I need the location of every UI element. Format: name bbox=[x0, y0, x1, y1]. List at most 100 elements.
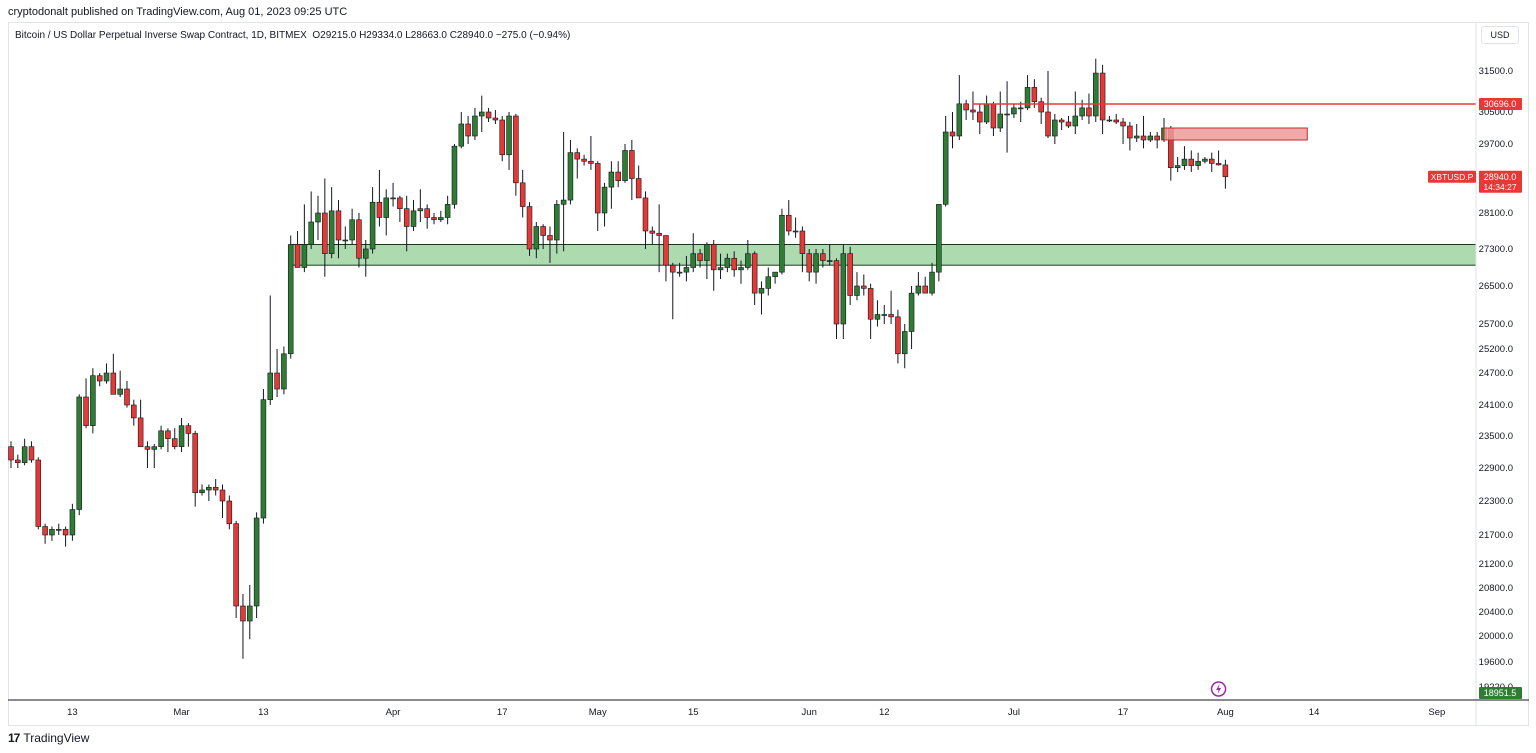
candle[interactable] bbox=[158, 425, 164, 450]
candle[interactable] bbox=[1024, 75, 1031, 110]
candle[interactable] bbox=[936, 204, 942, 282]
candle[interactable] bbox=[438, 210, 444, 222]
candle[interactable] bbox=[137, 399, 144, 447]
candle[interactable] bbox=[820, 249, 826, 268]
candle[interactable] bbox=[1038, 97, 1044, 124]
candle[interactable] bbox=[410, 200, 417, 231]
candle[interactable] bbox=[1099, 64, 1106, 134]
candle[interactable] bbox=[799, 226, 806, 273]
candle[interactable] bbox=[567, 140, 574, 205]
candle[interactable] bbox=[417, 189, 424, 222]
candle[interactable] bbox=[861, 274, 867, 296]
lightning-event-icon[interactable] bbox=[1210, 681, 1227, 697]
candle[interactable] bbox=[888, 290, 894, 324]
candle[interactable] bbox=[69, 503, 76, 541]
candle[interactable] bbox=[1127, 122, 1133, 151]
candle[interactable] bbox=[519, 169, 526, 218]
candle[interactable] bbox=[765, 267, 772, 296]
candle[interactable] bbox=[745, 240, 751, 270]
candle[interactable] bbox=[458, 112, 465, 149]
candle[interactable] bbox=[724, 253, 731, 273]
candle[interactable] bbox=[62, 526, 69, 547]
candle[interactable] bbox=[322, 178, 328, 277]
candle[interactable] bbox=[656, 204, 662, 273]
candle[interactable] bbox=[588, 136, 594, 170]
candle[interactable] bbox=[1188, 150, 1195, 173]
candle[interactable] bbox=[970, 91, 976, 121]
candle[interactable] bbox=[1174, 156, 1181, 173]
candle[interactable] bbox=[738, 260, 744, 284]
candle[interactable] bbox=[485, 107, 492, 122]
candle[interactable] bbox=[35, 457, 42, 530]
candle[interactable] bbox=[581, 154, 587, 166]
candle[interactable] bbox=[649, 226, 656, 245]
candle[interactable] bbox=[1058, 118, 1065, 130]
candle[interactable] bbox=[554, 200, 560, 254]
candle[interactable] bbox=[779, 208, 785, 275]
candle[interactable] bbox=[663, 235, 669, 282]
candle[interactable] bbox=[908, 286, 915, 349]
candle[interactable] bbox=[465, 116, 471, 144]
candle[interactable] bbox=[478, 95, 485, 132]
candle[interactable] bbox=[513, 114, 519, 196]
candle[interactable] bbox=[683, 255, 690, 282]
candle[interactable] bbox=[901, 324, 908, 369]
candle[interactable] bbox=[1133, 124, 1140, 142]
candle[interactable] bbox=[826, 244, 833, 266]
candle[interactable] bbox=[492, 109, 499, 124]
candle[interactable] bbox=[929, 262, 935, 296]
candle[interactable] bbox=[390, 182, 396, 207]
candle[interactable] bbox=[731, 251, 737, 277]
candle[interactable] bbox=[676, 262, 683, 277]
candle[interactable] bbox=[431, 213, 437, 225]
candle[interactable] bbox=[1052, 114, 1058, 144]
candle[interactable] bbox=[274, 349, 280, 397]
candle[interactable] bbox=[874, 300, 881, 327]
candle[interactable] bbox=[533, 222, 540, 259]
candle[interactable] bbox=[96, 373, 103, 387]
candle[interactable] bbox=[1154, 132, 1160, 149]
candle[interactable] bbox=[1222, 159, 1229, 189]
candle[interactable] bbox=[854, 272, 860, 301]
candle[interactable] bbox=[997, 91, 1004, 133]
candle[interactable] bbox=[1202, 156, 1208, 164]
candle[interactable] bbox=[83, 378, 89, 429]
candle[interactable] bbox=[1208, 152, 1215, 173]
candle[interactable] bbox=[1004, 81, 1010, 153]
candle[interactable] bbox=[833, 258, 840, 339]
candle[interactable] bbox=[131, 399, 137, 426]
candle[interactable] bbox=[294, 231, 301, 268]
candle[interactable] bbox=[710, 240, 717, 291]
supply-zone-box[interactable] bbox=[1163, 127, 1308, 141]
candle[interactable] bbox=[806, 249, 812, 282]
candle[interactable] bbox=[342, 226, 349, 250]
currency-button[interactable]: USD bbox=[1481, 26, 1519, 44]
candle[interactable] bbox=[42, 523, 48, 544]
candle[interactable] bbox=[233, 520, 239, 618]
candle[interactable] bbox=[1147, 132, 1154, 142]
candle[interactable] bbox=[49, 526, 55, 541]
candle[interactable] bbox=[949, 112, 956, 149]
candle[interactable] bbox=[847, 246, 853, 305]
candle[interactable] bbox=[963, 99, 969, 120]
candle[interactable] bbox=[28, 441, 35, 463]
candle[interactable] bbox=[76, 394, 82, 516]
candle[interactable] bbox=[840, 244, 847, 340]
candle[interactable] bbox=[369, 187, 376, 254]
candle[interactable] bbox=[226, 495, 233, 530]
candle[interactable] bbox=[451, 144, 458, 209]
candle[interactable] bbox=[704, 242, 710, 280]
candle[interactable] bbox=[601, 182, 608, 227]
candle[interactable] bbox=[717, 253, 724, 280]
candle[interactable] bbox=[526, 202, 533, 256]
candle[interactable] bbox=[635, 165, 642, 199]
candle[interactable] bbox=[629, 140, 635, 201]
candle[interactable] bbox=[308, 191, 314, 249]
candle[interactable] bbox=[185, 423, 192, 447]
candle[interactable] bbox=[1072, 91, 1079, 135]
candle[interactable] bbox=[895, 309, 901, 364]
candle[interactable] bbox=[253, 512, 260, 618]
candle[interactable] bbox=[772, 271, 778, 284]
candle[interactable] bbox=[813, 249, 819, 284]
support-zone[interactable] bbox=[290, 244, 1477, 266]
